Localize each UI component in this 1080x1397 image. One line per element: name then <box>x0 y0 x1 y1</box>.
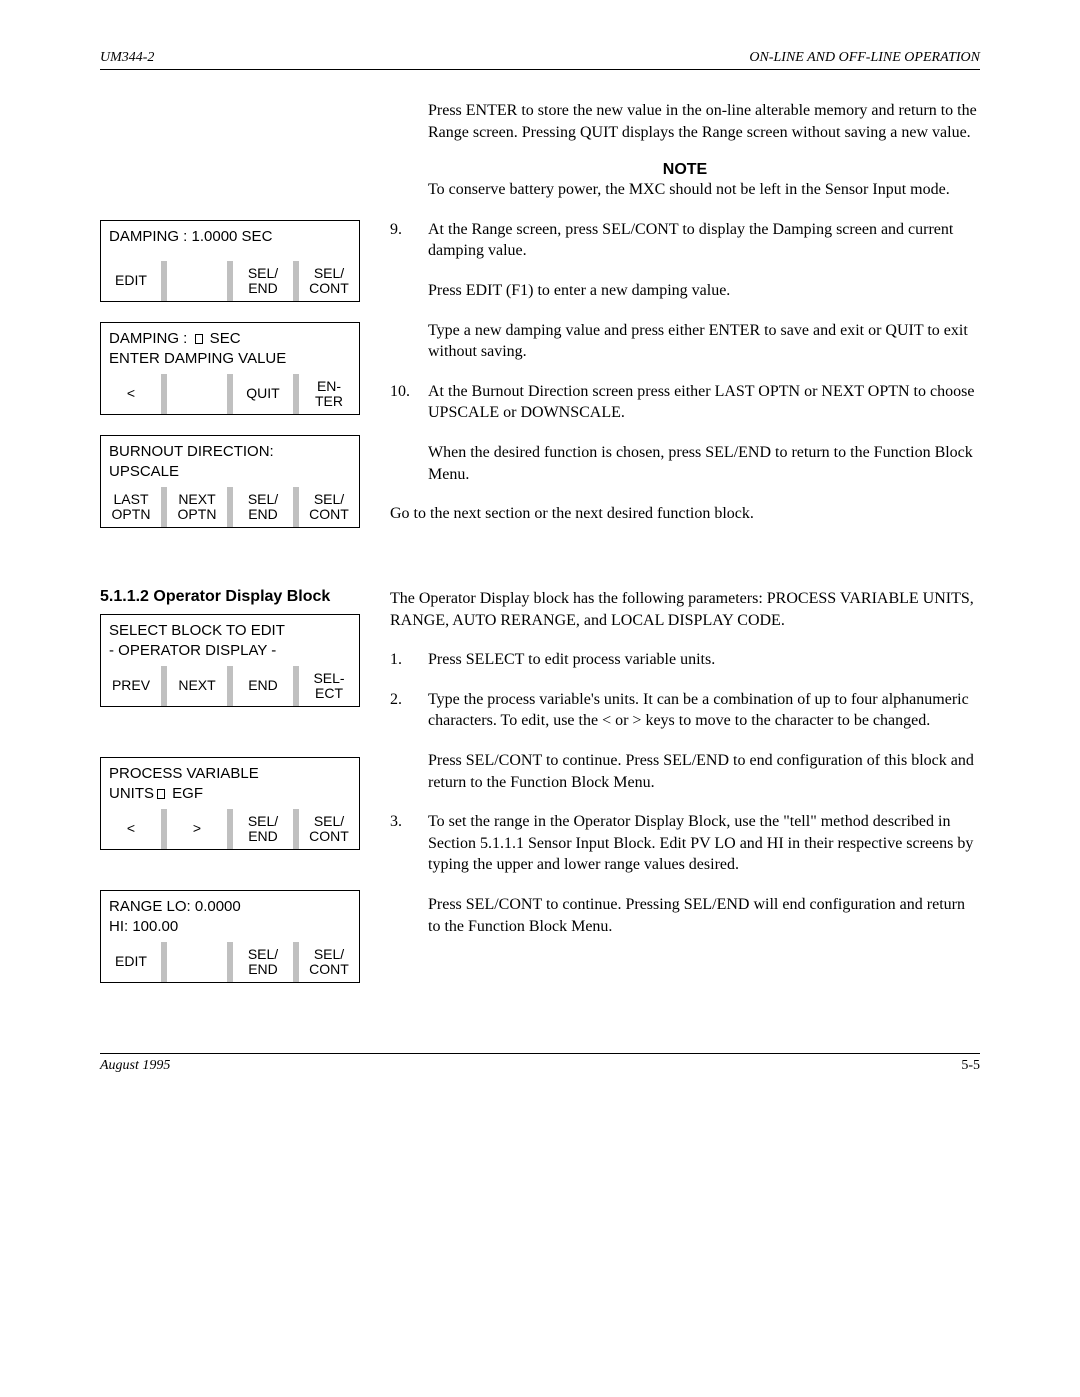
step-text: Press SEL/CONT to continue. Pressing SEL… <box>428 894 980 937</box>
step-text: Type the process variable's units. It ca… <box>428 689 980 732</box>
f2-button[interactable] <box>167 942 227 982</box>
header-right: ON-LINE AND OFF-LINE OPERATION <box>749 50 980 66</box>
f3-button[interactable]: SEL/ END <box>233 942 293 982</box>
goto-text: Go to the next section or the next desir… <box>390 503 980 525</box>
page-footer: August 1995 5-5 <box>100 1053 980 1074</box>
lcd-line: EGF <box>168 785 203 802</box>
f1-button[interactable]: < <box>101 374 161 414</box>
f3-button[interactable]: SEL/ END <box>233 261 293 301</box>
step-number: 1. <box>390 649 428 671</box>
step-number: 9. <box>390 219 428 262</box>
f2-button[interactable]: NEXT <box>167 666 227 706</box>
f2-button[interactable]: > <box>167 809 227 849</box>
step-number: 2. <box>390 689 428 732</box>
lcd-line: DAMPING : <box>109 330 192 347</box>
range-screen: RANGE LO: 0.0000 HI: 100.00 EDIT SEL/ EN… <box>100 890 360 983</box>
f4-button[interactable]: SEL/ CONT <box>299 261 359 301</box>
step-text: Press EDIT (F1) to enter a new damping v… <box>428 280 980 302</box>
f3-button[interactable]: SEL/ END <box>233 487 293 527</box>
lcd-line: DAMPING : 1.0000 SEC <box>109 228 272 245</box>
f4-button[interactable]: SEL/ CONT <box>299 809 359 849</box>
step-text: At the Burnout Direction screen press ei… <box>428 381 980 424</box>
cursor-icon <box>195 334 203 344</box>
f3-button[interactable]: QUIT <box>233 374 293 414</box>
f1-button[interactable]: LAST OPTN <box>101 487 161 527</box>
header-left: UM344-2 <box>100 50 154 66</box>
step-text: Type a new damping value and press eithe… <box>428 320 980 363</box>
lcd-line: ENTER DAMPING VALUE <box>109 349 351 369</box>
f1-button[interactable]: EDIT <box>101 261 161 301</box>
f4-button[interactable]: SEL- ECT <box>299 666 359 706</box>
f1-button[interactable]: PREV <box>101 666 161 706</box>
damping-screen-1: DAMPING : 1.0000 SEC EDIT SEL/ END SEL/ … <box>100 220 360 302</box>
footer-page: 5-5 <box>961 1058 980 1074</box>
f4-button[interactable]: SEL/ CONT <box>299 487 359 527</box>
f3-button[interactable]: END <box>233 666 293 706</box>
f4-button[interactable]: SEL/ CONT <box>299 942 359 982</box>
f3-button[interactable]: SEL/ END <box>233 809 293 849</box>
f2-button[interactable] <box>167 261 227 301</box>
footer-date: August 1995 <box>100 1058 170 1074</box>
f1-button[interactable]: < <box>101 809 161 849</box>
section-heading: 5.1.1.2 Operator Display Block <box>100 588 360 606</box>
lcd-line: UPSCALE <box>109 462 351 482</box>
lcd-line: RANGE LO: 0.0000 <box>109 897 351 917</box>
step-text: Press SELECT to edit process variable un… <box>428 649 980 671</box>
note-body: To conserve battery power, the MXC shoul… <box>428 179 950 201</box>
note-title: NOTE <box>390 161 980 179</box>
intro-paragraph: Press ENTER to store the new value in th… <box>428 100 980 143</box>
step-text: At the Range screen, press SEL/CONT to d… <box>428 219 980 262</box>
lcd-line: BURNOUT DIRECTION: <box>109 442 351 462</box>
lcd-line: - OPERATOR DISPLAY - <box>109 641 351 661</box>
lcd-line: SELECT BLOCK TO EDIT <box>109 621 351 641</box>
step-text: To set the range in the Operator Display… <box>428 811 980 876</box>
section-intro: The Operator Display block has the follo… <box>390 588 980 631</box>
burnout-screen: BURNOUT DIRECTION: UPSCALE LAST OPTN NEX… <box>100 435 360 528</box>
step-text: Press SEL/CONT to continue. Press SEL/EN… <box>428 750 980 793</box>
cursor-icon <box>157 789 165 799</box>
step-number: 10. <box>390 381 428 424</box>
lcd-line: HI: 100.00 <box>109 917 351 937</box>
f4-button[interactable]: EN- TER <box>299 374 359 414</box>
damping-screen-2: DAMPING : SEC ENTER DAMPING VALUE < QUIT… <box>100 322 360 415</box>
pv-units-screen: PROCESS VARIABLE UNITS EGF < > SEL/ END … <box>100 757 360 850</box>
step-number: 3. <box>390 811 428 876</box>
f2-button[interactable]: NEXT OPTN <box>167 487 227 527</box>
lcd-line: UNITS <box>109 785 154 802</box>
page-header: UM344-2 ON-LINE AND OFF-LINE OPERATION <box>100 50 980 70</box>
select-block-screen: SELECT BLOCK TO EDIT - OPERATOR DISPLAY … <box>100 614 360 707</box>
lcd-line: PROCESS VARIABLE <box>109 764 351 784</box>
f2-button[interactable] <box>167 374 227 414</box>
lcd-line: SEC <box>206 330 241 347</box>
f1-button[interactable]: EDIT <box>101 942 161 982</box>
step-text: When the desired function is chosen, pre… <box>428 442 980 485</box>
